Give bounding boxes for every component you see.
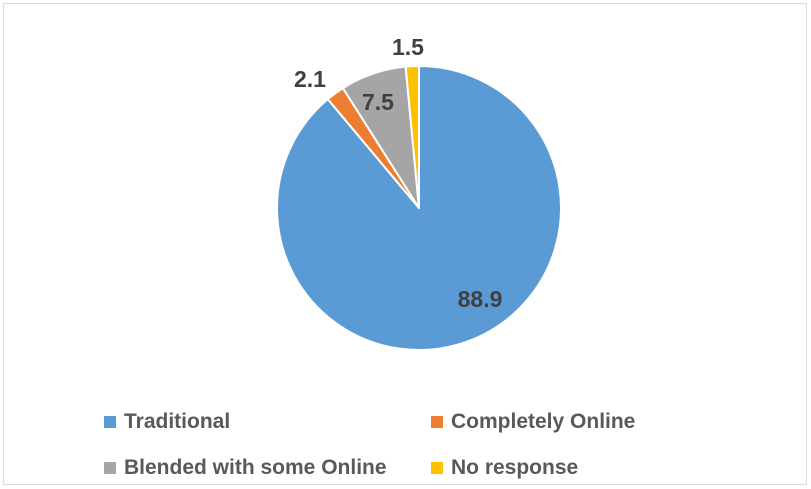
data-label-completely-online: 2.1 [294, 66, 326, 92]
legend-item-completely-online: Completely Online [431, 408, 635, 436]
data-label-blended: 7.5 [362, 89, 394, 115]
legend-swatch-traditional [104, 416, 116, 428]
legend-label-blended: Blended with some Online [124, 456, 387, 479]
data-label-no-response: 1.5 [392, 34, 424, 60]
legend-swatch-blended [104, 462, 116, 474]
chart-frame: 88.9 2.1 7.5 1.5 Traditional Completely … [3, 3, 807, 485]
legend-item-no-response: No response [431, 454, 578, 482]
pie-slice-no-response [404, 65, 420, 209]
legend: Traditional Completely Online Blended wi… [4, 4, 808, 486]
legend-item-blended: Blended with some Online [104, 454, 387, 482]
legend-swatch-completely-online [431, 416, 443, 428]
legend-label-no-response: No response [451, 456, 579, 479]
pie-data-labels: 88.9 2.1 7.5 1.5 [294, 34, 502, 312]
pie-chart: 88.9 2.1 7.5 1.5 [276, 34, 562, 351]
legend-label-traditional: Traditional [124, 410, 231, 433]
legend-item-traditional: Traditional [104, 408, 230, 436]
pie-slices [276, 65, 562, 351]
legend-label-completely-online: Completely Online [451, 410, 636, 433]
data-label-traditional: 88.9 [458, 286, 503, 312]
legend-swatch-no-response [431, 462, 443, 474]
